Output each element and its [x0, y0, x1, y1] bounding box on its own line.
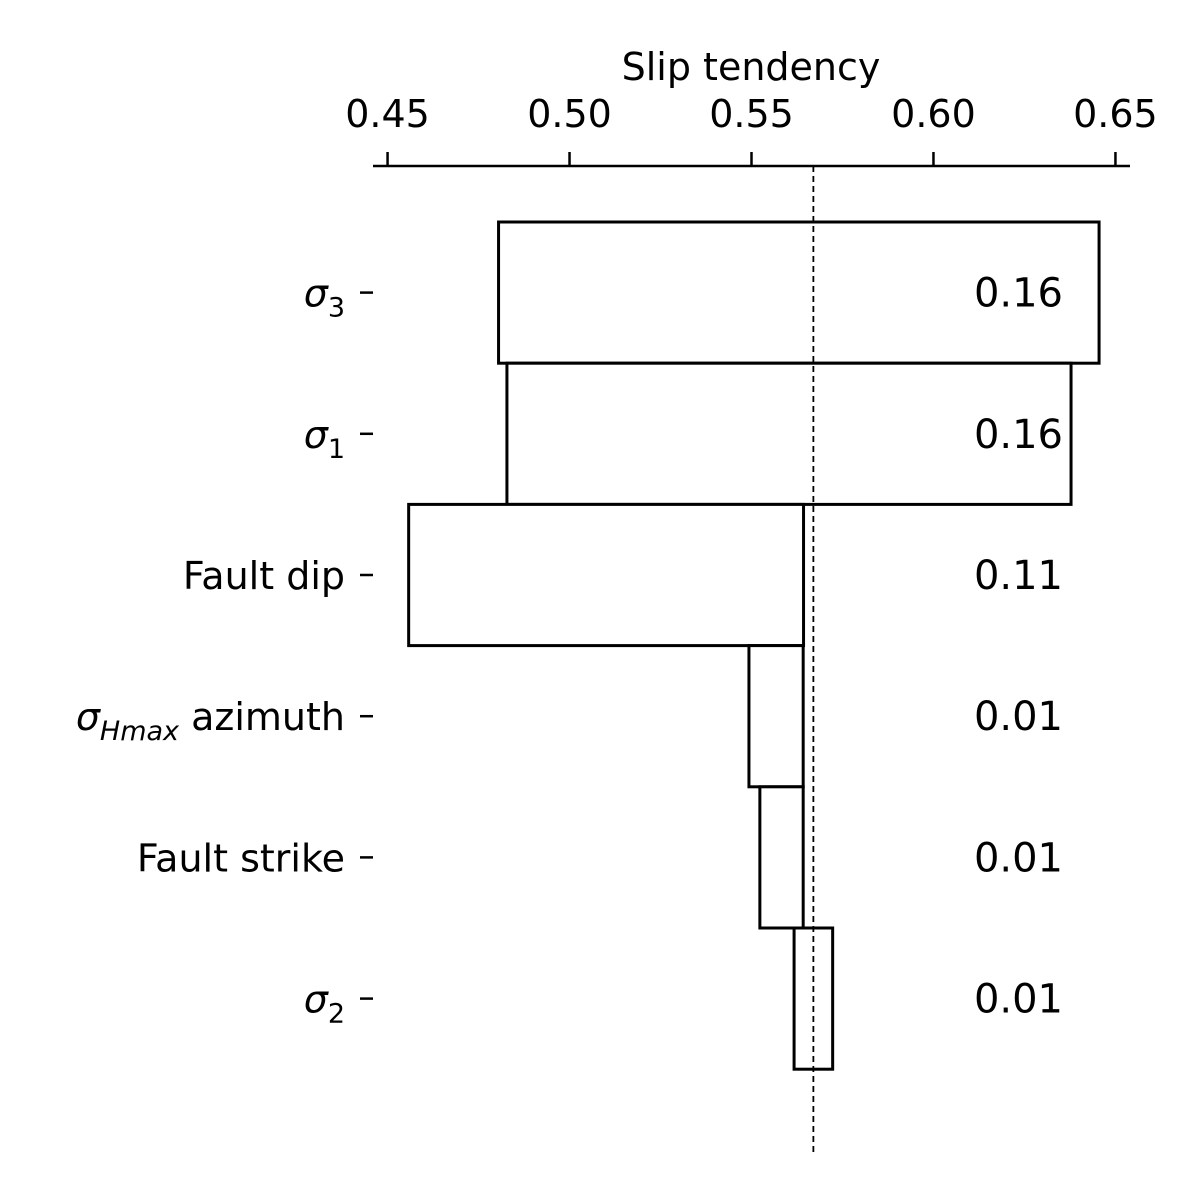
bars-group	[407, 220, 1101, 1071]
x-tick-label: 0.50	[527, 92, 612, 136]
bar	[747, 644, 805, 789]
category-label: Fault strike	[137, 836, 345, 880]
x-tick-label: 0.60	[891, 92, 976, 136]
bar-value-label: 0.01	[974, 835, 1063, 881]
bar-value-label: 0.16	[974, 412, 1063, 458]
x-axis: 0.45 0.50 0.55 0.60 0.65 Slip tendency	[345, 45, 1158, 168]
x-tick-label: 0.45	[345, 92, 430, 136]
bar-value-label: 0.01	[974, 977, 1063, 1023]
y-axis: σ3 σ1 Fault dip σHmax azimuth Fault strike σ2	[76, 272, 373, 1030]
x-axis-title: Slip tendency	[622, 45, 881, 89]
bar	[758, 785, 805, 930]
value-labels-group: 0.16 0.16 0.11 0.01 0.01 0.01	[974, 271, 1063, 1023]
x-tick-label: 0.55	[709, 92, 794, 136]
bar-value-label: 0.01	[974, 694, 1063, 740]
category-label: σ2	[304, 978, 345, 1030]
bar	[407, 502, 806, 648]
bar-value-label: 0.16	[974, 271, 1063, 317]
category-label: σHmax azimuth	[76, 695, 345, 747]
bar	[505, 361, 1073, 506]
category-label: Fault dip	[183, 554, 345, 598]
bar-value-label: 0.11	[974, 553, 1063, 599]
category-label: σ3	[304, 272, 345, 324]
category-label: σ1	[304, 413, 345, 465]
x-tick-label: 0.65	[1073, 92, 1158, 136]
